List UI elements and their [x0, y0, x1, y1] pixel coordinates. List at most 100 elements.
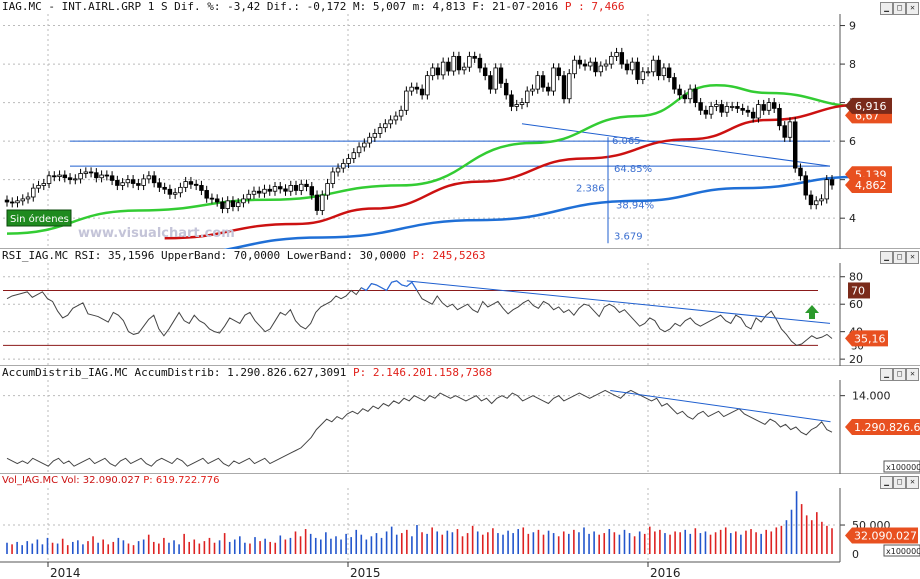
vol-multiplier-box: [883, 544, 920, 557]
ad-multiplier-box: [883, 460, 920, 473]
ad-maximize-button[interactable]: □: [893, 368, 906, 381]
candle-body: [36, 185, 41, 189]
volume-bar: [557, 536, 560, 554]
price-chart[interactable]: 9876546.06564.85%2.38638.94%3.679www.vis…: [0, 0, 920, 249]
volume-bar: [203, 541, 206, 554]
candle-body: [404, 90, 409, 111]
vol-minimize-button[interactable]: ▁: [880, 476, 893, 489]
volume-bar: [487, 532, 489, 554]
price-panel[interactable]: 9876546.06564.85%2.38638.94%3.679www.vis…: [0, 0, 920, 249]
volume-bar: [46, 537, 49, 554]
volume-bar: [740, 534, 742, 554]
vol-maximize-button[interactable]: □: [893, 476, 906, 489]
x-tick-label: 2014: [50, 566, 81, 579]
volume-bar: [380, 537, 383, 554]
volume-bar: [831, 528, 833, 554]
candle-body: [624, 63, 630, 71]
candle-body: [488, 75, 493, 90]
candle-body: [341, 163, 346, 169]
ad-minimize-button[interactable]: ▁: [880, 368, 893, 381]
volume-bar: [112, 541, 115, 554]
vol-header: Vol_IAG.MC Vol: 32.090.027 P: 619.722.77…: [2, 474, 219, 488]
rsi-upper-label: 70: [851, 284, 865, 297]
volume-bar: [152, 541, 155, 554]
volume-bar: [66, 545, 69, 554]
ad-chart[interactable]: 14.000 1.290.826.627 x100000: [0, 366, 920, 474]
candle-body: [83, 171, 89, 174]
rsi-overbought-segment: [381, 287, 387, 291]
volume-bar: [578, 532, 580, 554]
rsi-close-button[interactable]: ✕: [906, 251, 919, 264]
volume-bar: [11, 544, 13, 554]
ad-panel[interactable]: 14.000 1.290.826.627 x100000 AccumDistrib_…: [0, 366, 920, 474]
volume-bar: [593, 531, 595, 554]
volume-bar: [517, 529, 519, 554]
candle-body: [46, 175, 52, 184]
volume-bar: [547, 530, 550, 554]
rsi-lower-label: 30: [851, 341, 864, 352]
volume-bar: [628, 533, 631, 554]
candle-body: [425, 75, 430, 96]
candle-body: [567, 73, 572, 100]
volume-bar: [826, 525, 828, 554]
volume-bar: [527, 533, 530, 554]
volume-bar: [365, 539, 368, 554]
volume-bar: [573, 529, 575, 554]
volume-bar: [659, 529, 661, 554]
rsi-chart[interactable]: 80604020703035,16: [0, 249, 920, 366]
candle-body: [645, 71, 651, 74]
candle-body: [556, 67, 561, 77]
y-tick-label: 6: [849, 135, 856, 148]
sma-fast-line: [6, 84, 864, 235]
candle-body: [25, 196, 31, 200]
rsi-minimize-button[interactable]: ▁: [880, 251, 893, 264]
volume-bar: [441, 534, 444, 554]
rsi-maximize-button[interactable]: □: [893, 251, 906, 264]
volume-bar: [421, 532, 423, 554]
volume-bar: [330, 538, 332, 554]
minimize-button[interactable]: ▁: [880, 2, 893, 15]
candle-body: [777, 107, 782, 127]
candle-body: [146, 175, 152, 180]
candle-body: [693, 88, 698, 104]
rsi-header: RSI_IAG.MC RSI: 35,1596 UpperBand: 70,00…: [2, 249, 485, 263]
candle-body: [10, 201, 15, 204]
rsi-overbought-segment: [365, 283, 372, 291]
ad-close-button[interactable]: ✕: [906, 368, 919, 381]
volume-bar: [694, 528, 697, 554]
candle-body: [398, 109, 404, 117]
candle-body: [409, 86, 414, 92]
candle-body: [62, 174, 68, 179]
rsi-panel[interactable]: 80604020703035,16 RSI_IAG.MC RSI: 35,159…: [0, 249, 920, 366]
candle-body: [278, 186, 283, 190]
candle-body: [57, 174, 62, 177]
fib-label-3: 2.386: [576, 183, 605, 194]
rsi-overbought-segment: [401, 284, 408, 287]
rsi-header-p: P: 245,5263: [412, 249, 486, 262]
candle-body: [320, 194, 325, 211]
ad-current-label: 1.290.826.627: [854, 421, 920, 434]
price-bg: [0, 0, 920, 249]
volume-panel[interactable]: 50.000 0 32.090.027 x100000 2014 2015 2016 Vol…: [0, 474, 920, 579]
candle-body: [304, 183, 309, 187]
maximize-button[interactable]: □: [893, 2, 906, 15]
volume-bar: [648, 526, 651, 554]
candle-body: [503, 82, 509, 96]
close-button[interactable]: ✕: [906, 2, 919, 15]
vol-close-button[interactable]: ✕: [906, 476, 919, 489]
candle-body: [288, 185, 293, 192]
candle-body: [572, 59, 577, 75]
candle-body: [178, 186, 183, 194]
candle-body: [31, 187, 36, 198]
candle-body: [698, 102, 703, 111]
candle-body: [750, 111, 756, 119]
candle-body: [735, 106, 740, 109]
vol-current-label-bg: [845, 527, 918, 544]
volume-bar: [294, 531, 297, 554]
volume-bar: [760, 533, 762, 554]
rsi-line: [6, 280, 833, 346]
volume-bar: [208, 537, 211, 554]
candle-body: [719, 104, 724, 113]
